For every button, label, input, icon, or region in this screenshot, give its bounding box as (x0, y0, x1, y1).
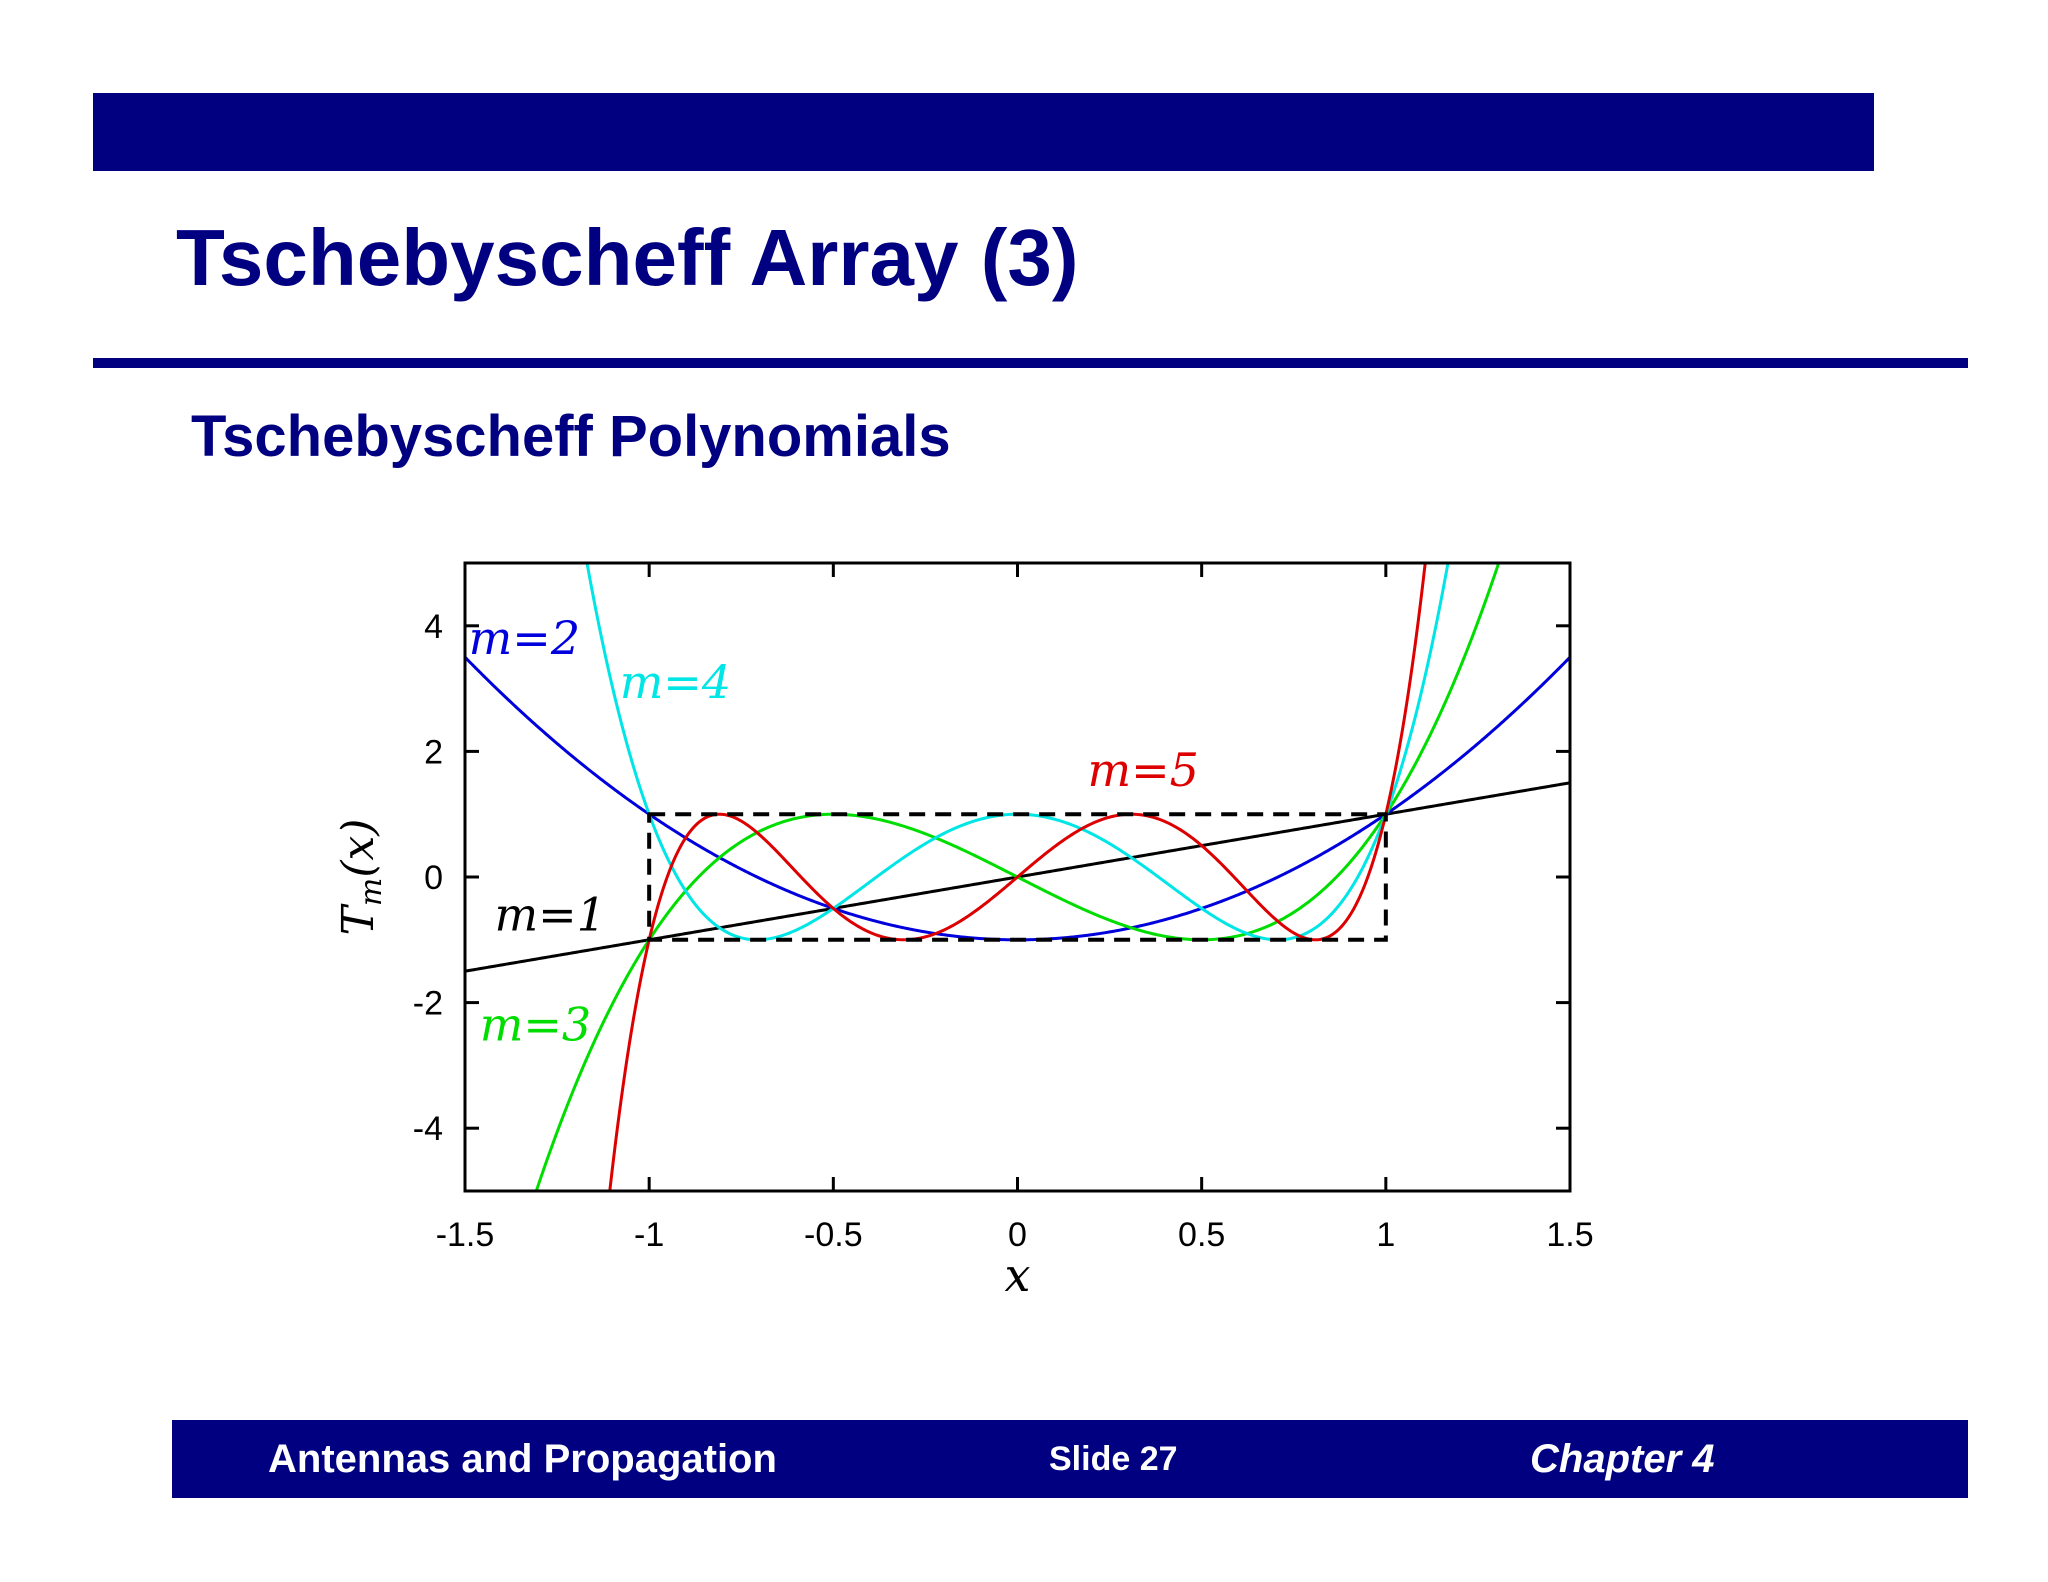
footer-chapter: Chapter 4 (1530, 1437, 1715, 1481)
footer-course: Antennas and Propagation (268, 1437, 777, 1481)
y-axis-label: Tm(x) (333, 819, 389, 936)
y-tick-label: -4 (413, 1110, 443, 1148)
title-divider (93, 358, 1968, 368)
curve-label-m1: m=1 (494, 887, 605, 941)
slide-subtitle: Tschebyscheff Polynomials (191, 404, 951, 469)
x-axis-label: x (1005, 1248, 1031, 1302)
curve-label-m3: m=3 (480, 997, 591, 1051)
x-tick-label: 1.5 (1546, 1216, 1593, 1254)
y-tick-label: -2 (413, 985, 443, 1023)
reference-box (647, 812, 1388, 942)
ticks-layer (463, 563, 1572, 1191)
x-tick-label: -0.5 (804, 1216, 863, 1254)
footer-bar: Antennas and Propagation Slide 27 Chapte… (172, 1420, 1968, 1498)
slide-title: Tschebyscheff Array (3) (176, 213, 1079, 302)
curve-label-m4: m=4 (620, 655, 731, 709)
y-tick-labels: 4 2 0 -2 -4 (413, 608, 443, 1148)
top-banner (93, 93, 1874, 171)
footer-slide-number: Slide 27 (1049, 1440, 1178, 1478)
y-tick-label: 2 (424, 733, 443, 771)
x-tick-label: -1 (634, 1216, 664, 1254)
annotations-layer: m=2 m=4 m=5 m=1 m=3 (469, 611, 1199, 1051)
series-line-m4 (585, 563, 1450, 942)
x-tick-label: 1 (1376, 1216, 1395, 1254)
x-tick-label: 0 (1008, 1216, 1027, 1254)
x-tick-label: 0.5 (1178, 1216, 1225, 1254)
x-tick-labels: -1.5 -1 -0.5 0 0.5 1 1.5 (436, 1216, 1594, 1254)
y-tick-label: 0 (424, 859, 443, 897)
curve-label-m2: m=2 (469, 611, 580, 665)
curve-label-m5: m=5 (1087, 743, 1198, 797)
x-tick-label: -1.5 (436, 1216, 495, 1254)
y-tick-label: 4 (424, 608, 443, 646)
